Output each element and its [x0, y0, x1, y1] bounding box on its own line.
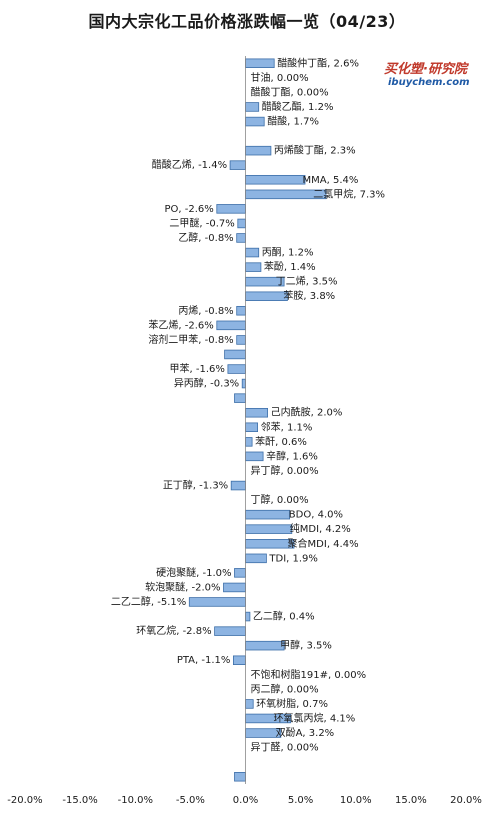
data-label: 丁醇, 0.00%: [251, 493, 309, 506]
data-label: MMA, 5.4%: [303, 175, 359, 186]
data-label: 二甲醚, -0.7%: [169, 216, 234, 229]
data-label: 苯乙烯, -2.6%: [148, 318, 213, 331]
bar: [245, 524, 293, 534]
bar: [234, 568, 246, 578]
x-axis-ticks: -20.0% -15.0% -10.0% -5.0% 0.0% 5.0% 10.0% 15.0…: [7, 795, 482, 806]
bar: [234, 393, 246, 403]
data-label: 环氧乙烷, -2.8%: [136, 624, 211, 637]
data-label: BDO, 4.0%: [289, 510, 343, 521]
bar: [216, 204, 246, 214]
x-tick-label: -20.0%: [7, 795, 42, 806]
data-label: 丙烯, -0.8%: [178, 304, 233, 317]
data-label: 苯酚, 1.4%: [264, 260, 316, 273]
data-label: 乙二醇, 0.4%: [253, 610, 315, 623]
data-label: 双酚A, 3.2%: [276, 727, 335, 739]
bar: [229, 160, 246, 170]
bar: [223, 582, 246, 593]
data-label: 纯MDI, 4.2%: [290, 522, 351, 535]
bar: [236, 305, 246, 316]
bar: [188, 597, 246, 607]
data-label: 丙二醇, 0.00%: [251, 682, 319, 695]
brand-logo: 买化塑·研究院 ibuychem.com: [384, 58, 484, 94]
bar: [245, 174, 306, 185]
bar: [245, 262, 262, 272]
data-label: 二乙二醇, -5.1%: [111, 595, 186, 608]
logo-main-text: 买化塑·研究院: [384, 62, 467, 77]
data-label: 异丙醇, -0.3%: [174, 377, 239, 390]
bar: [245, 58, 275, 69]
x-tick-label: 10.0%: [340, 795, 372, 806]
bar: [245, 611, 251, 622]
bar: [245, 407, 269, 418]
bar: [227, 364, 246, 374]
data-label: 醋酸丁酯, 0.00%: [251, 85, 329, 98]
bar: [245, 145, 272, 156]
bar: [245, 102, 260, 112]
bar: [245, 291, 288, 301]
bar: [245, 509, 290, 520]
data-label: 丙烯酸丁酯, 2.3%: [274, 144, 356, 157]
chart-title: 国内大宗化工品价格涨跌幅一览（04/23）: [88, 12, 406, 31]
logo-url-text: ibuychem.com: [388, 77, 470, 88]
data-label: 醋酸, 1.7%: [267, 115, 319, 128]
data-label: 溶剂二甲苯, -0.8%: [148, 333, 233, 346]
data-label: 丙酮, 1.2%: [262, 247, 314, 259]
bar: [236, 335, 246, 345]
x-tick-label: -5.0%: [176, 795, 205, 806]
data-label: TDI, 1.9%: [268, 553, 318, 564]
data-label: 异丁醇, 0.00%: [251, 464, 319, 477]
data-label: 醋酸仲丁酯, 2.6%: [277, 56, 359, 69]
bar: [245, 451, 264, 462]
x-tick-label: 0.0%: [233, 795, 258, 806]
data-label: 软泡聚醚, -2.0%: [145, 580, 220, 593]
data-labels-layer: 醋酸仲丁酯, 2.6% 甘油, 0.00%醋酸丁酯, 0.00% 醋酸乙酯, 1.2…: [111, 56, 385, 753]
x-tick-label: -10.0%: [118, 795, 153, 806]
bar: [245, 116, 265, 127]
data-label: 甘油, 0.00%: [251, 71, 309, 84]
data-label: 正丁醇, -1.3%: [163, 479, 228, 492]
bar: [245, 247, 260, 258]
bars-layer: [188, 58, 327, 782]
bar: [245, 437, 253, 447]
data-label: 己内酰胺, 2.0%: [271, 406, 343, 419]
bar: [245, 640, 285, 651]
bar: [245, 699, 254, 709]
data-label: PO, -2.6%: [165, 204, 214, 215]
bar: [236, 233, 246, 243]
data-label: 苯酐, 0.6%: [255, 435, 307, 448]
bar: [234, 772, 246, 782]
data-label: 二氯甲烷, 7.3%: [313, 187, 385, 200]
bar: [230, 480, 246, 491]
x-tick-label: 5.0%: [288, 795, 313, 806]
data-label: 不饱和树脂191#, 0.00%: [251, 668, 367, 681]
data-label: 甲醇, 3.5%: [280, 639, 332, 652]
data-label: 硬泡聚醚, -1.0%: [156, 566, 231, 579]
data-label: 环氧树脂, 0.7%: [256, 697, 328, 710]
bar: [245, 553, 267, 564]
x-tick-label: -15.0%: [62, 795, 97, 806]
data-label: 醋酸乙酯, 1.2%: [262, 100, 334, 113]
bar: [237, 218, 246, 229]
bar: [216, 320, 246, 331]
data-label: 聚合MDI, 4.4%: [288, 537, 359, 550]
data-label: 甲苯, -1.6%: [170, 362, 225, 375]
data-label: 异丁醛, 0.00%: [251, 741, 319, 754]
data-label: 辛醇, 1.6%: [266, 449, 318, 462]
data-label: 邻苯, 1.1%: [261, 420, 313, 433]
data-label: 环氧氯丙烷, 4.1%: [274, 712, 356, 725]
x-tick-label: 15.0%: [395, 795, 427, 806]
bar: [214, 626, 246, 636]
data-label: 醋酸乙烯, -1.4%: [152, 158, 227, 171]
data-label: 乙醇, -0.8%: [178, 231, 233, 244]
data-label: 苯胺, 3.8%: [283, 289, 335, 302]
data-label: 丁二烯, 3.5%: [276, 275, 338, 288]
bar: [232, 655, 246, 666]
x-tick-label: 20.0%: [450, 795, 482, 806]
bar: [241, 378, 246, 389]
bar: [245, 422, 259, 432]
data-label: PTA, -1.1%: [177, 655, 231, 666]
bar: [224, 349, 246, 360]
